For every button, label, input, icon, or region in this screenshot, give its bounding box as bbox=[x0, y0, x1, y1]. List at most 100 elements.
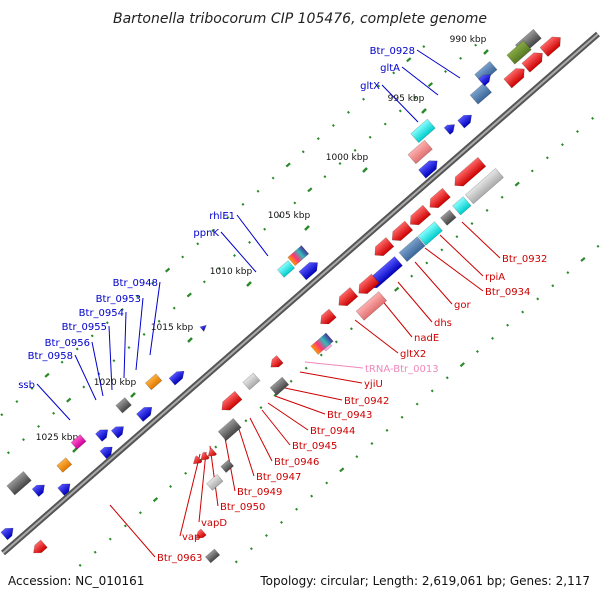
guide-dot bbox=[127, 346, 131, 350]
guide-dot bbox=[295, 507, 299, 511]
reverse-gene-label: Btr_0934 bbox=[485, 287, 530, 298]
gene-feature-light bbox=[206, 473, 224, 491]
guide-dot bbox=[368, 135, 372, 139]
leader-line bbox=[354, 319, 399, 354]
guide-dot bbox=[377, 84, 381, 88]
leader-line bbox=[220, 231, 257, 273]
guide-dot bbox=[22, 438, 25, 442]
gene-forward-feature bbox=[110, 426, 124, 439]
guide-dot bbox=[52, 411, 56, 415]
gene-forward-feature bbox=[168, 370, 185, 386]
gene-feature-gray bbox=[269, 376, 290, 396]
gene-forward-feature bbox=[99, 446, 113, 460]
guide-dot bbox=[506, 323, 510, 327]
gene-reverse-feature bbox=[320, 308, 337, 325]
gene-feature-orange bbox=[56, 457, 73, 473]
gene-feature-gray bbox=[115, 397, 132, 414]
scale-tick-label: 1000 kbp bbox=[326, 153, 369, 163]
guide-dot bbox=[385, 428, 389, 432]
guide-dot bbox=[307, 187, 313, 193]
guide-dot bbox=[142, 332, 146, 336]
reverse-gene-label: Btr_0932 bbox=[502, 254, 547, 265]
forward-gene-label: Btr_0928 bbox=[370, 46, 415, 57]
guide-dot bbox=[169, 484, 173, 488]
forward-gene-label: Btr_0954 bbox=[79, 308, 124, 319]
leader-line bbox=[381, 84, 419, 123]
leader-line bbox=[414, 261, 453, 305]
leader-line bbox=[379, 297, 413, 338]
guide-dot bbox=[530, 169, 534, 173]
scale-tick-mark bbox=[304, 225, 310, 231]
gene-forward-feature bbox=[199, 324, 207, 332]
reverse-gene-label: Btr_0946 bbox=[274, 457, 319, 468]
guide-dot bbox=[30, 386, 34, 390]
guide-dot bbox=[184, 471, 188, 475]
guide-dot bbox=[256, 189, 260, 193]
guide-dot bbox=[551, 284, 555, 288]
reverse-gene-label: Btr_0945 bbox=[292, 441, 337, 452]
scale-tick-mark bbox=[187, 337, 193, 343]
guide-dot bbox=[301, 150, 305, 154]
guide-dot bbox=[241, 202, 245, 206]
guide-dot bbox=[226, 216, 230, 219]
leader-line bbox=[198, 451, 207, 523]
leader-line bbox=[123, 311, 127, 379]
gene-feature-cyan bbox=[452, 196, 472, 216]
guide-dot bbox=[422, 45, 426, 49]
gene-reverse-feature bbox=[270, 355, 284, 368]
guide-dot bbox=[280, 520, 283, 524]
gene-reverse-feature bbox=[358, 273, 380, 294]
guide-dot bbox=[285, 162, 291, 168]
guide-dot bbox=[263, 227, 267, 231]
scale-tick-label: 1015 kbp bbox=[151, 323, 194, 333]
reverse-gene-label: gor bbox=[454, 300, 471, 311]
guide-dot bbox=[338, 162, 342, 165]
guide-dot bbox=[339, 467, 345, 473]
scale-tick-mark bbox=[421, 108, 427, 114]
guide-dot bbox=[135, 294, 139, 298]
guide-dot bbox=[474, 43, 478, 47]
guide-dot bbox=[293, 201, 297, 205]
guide-dot bbox=[349, 327, 353, 331]
reverse-gene-label: Btr_0947 bbox=[256, 472, 301, 483]
scale-tick-label: 990 kbp bbox=[450, 35, 487, 45]
guide-dot bbox=[410, 274, 414, 278]
gene-feature-multi bbox=[287, 245, 310, 267]
guide-dot bbox=[394, 286, 400, 292]
guide-dot bbox=[323, 175, 327, 179]
gene-feature-light bbox=[465, 168, 504, 205]
guide-dot bbox=[157, 319, 161, 323]
guide-dot bbox=[334, 340, 338, 344]
guide-dot bbox=[591, 116, 595, 120]
gene-feature-gray bbox=[217, 418, 242, 442]
guide-dot bbox=[545, 156, 549, 160]
leader-line bbox=[284, 387, 343, 401]
gene-feature-gray bbox=[220, 459, 235, 473]
gene-feature-light bbox=[242, 372, 261, 391]
guide-dot bbox=[289, 379, 293, 383]
gene-forward-feature bbox=[457, 114, 472, 129]
guide-dot bbox=[455, 235, 459, 239]
gene-forward-feature bbox=[0, 527, 14, 541]
guide-dot bbox=[370, 442, 374, 445]
gene-feature-gray bbox=[6, 471, 32, 496]
gene-reverse-feature bbox=[195, 528, 207, 539]
guide-dot bbox=[560, 143, 564, 147]
gene-feature-steel bbox=[469, 82, 492, 105]
guide-dot bbox=[355, 455, 359, 459]
leader-line bbox=[109, 504, 156, 558]
guide-dot bbox=[459, 362, 465, 368]
leader-line bbox=[261, 409, 291, 446]
leader-line bbox=[135, 297, 144, 371]
guide-dot bbox=[217, 267, 221, 271]
gene-forward-feature bbox=[298, 262, 318, 281]
scale-tick-label: 1020 kbp bbox=[94, 378, 137, 388]
guide-dot bbox=[444, 69, 447, 73]
gene-feature-cyan bbox=[277, 260, 296, 278]
guide-dot bbox=[406, 57, 412, 63]
guide-dot bbox=[248, 240, 252, 244]
reverse-gene-label: vap bbox=[182, 532, 200, 543]
gene-reverse-feature bbox=[429, 187, 451, 209]
reverse-gene-label: tRNA-Btr_0013 bbox=[365, 364, 439, 375]
